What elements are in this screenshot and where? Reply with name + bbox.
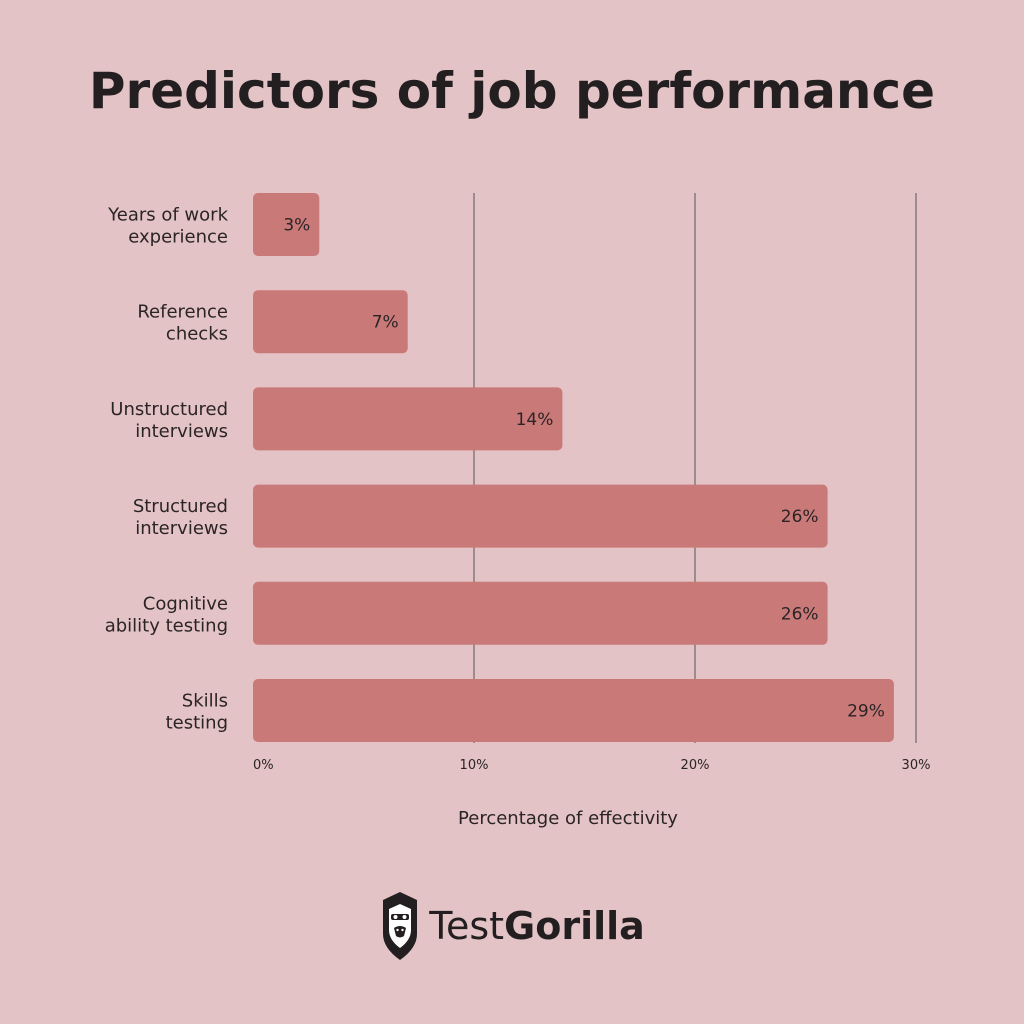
bar: [253, 581, 828, 645]
data-label: 26%: [781, 604, 819, 624]
data-label: 14%: [516, 410, 554, 430]
x-tick-label: 0%: [253, 758, 274, 773]
category-label: Structured interviews: [133, 496, 228, 539]
category-label: Reference checks: [137, 302, 228, 345]
category-label: Cognitive ability testing: [105, 593, 228, 636]
bar: [253, 679, 894, 742]
category-label: Years of work experience: [107, 205, 228, 248]
category-label: Skills testing: [166, 691, 228, 734]
x-axis-title: Percentage of effectivity: [458, 808, 678, 829]
logo-wordmark: TestGorilla: [429, 904, 645, 948]
bars: [253, 193, 894, 742]
grid-lines: [473, 193, 917, 743]
labels: 0% 10% 20% 30% 3% Years of work experience 7% Re…: [105, 205, 931, 774]
x-tick-label: 30%: [902, 758, 931, 773]
x-tick-label: 20%: [681, 758, 710, 773]
category-label: Unstructured interviews: [110, 399, 228, 442]
logo-word-test: Test: [429, 904, 505, 948]
bar: [253, 290, 408, 354]
data-label: 3%: [283, 216, 310, 236]
bar: [253, 484, 828, 548]
data-label: 7%: [372, 313, 399, 333]
data-label: 26%: [781, 507, 819, 527]
chart-title: Predictors of job performance: [88, 62, 936, 120]
logo-word-gorilla: Gorilla: [504, 904, 645, 948]
testgorilla-logo: TestGorilla: [0, 890, 1024, 962]
bar: [253, 387, 563, 451]
gorilla-icon: [383, 892, 418, 960]
data-label: 29%: [847, 702, 885, 722]
x-tick-label: 10%: [460, 758, 489, 773]
bar: [253, 193, 320, 256]
